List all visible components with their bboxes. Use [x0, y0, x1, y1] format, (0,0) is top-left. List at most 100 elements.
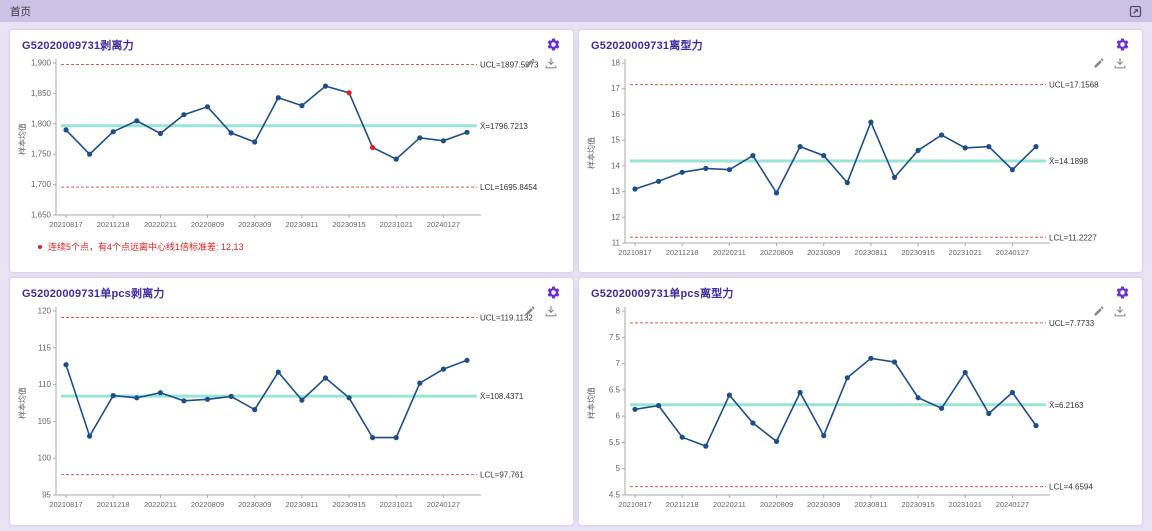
- download-icon[interactable]: [545, 57, 557, 69]
- data-point: [679, 169, 685, 175]
- data-point: [157, 130, 163, 137]
- tab-home[interactable]: 首页: [10, 5, 31, 18]
- panel-title: G52020009731单pcs离型力: [591, 287, 734, 300]
- y-tick-label: 8: [616, 307, 621, 316]
- data-point: [440, 366, 446, 372]
- out-of-control-point: [370, 144, 376, 151]
- data-point: [726, 167, 732, 173]
- y-axis-title: 样本均值: [17, 123, 27, 155]
- data-point: [417, 135, 423, 141]
- x-tick-label: 20230915: [901, 500, 934, 509]
- data-point: [632, 406, 638, 412]
- y-tick-label: 1,750: [31, 150, 52, 159]
- y-tick-label: 15: [611, 136, 620, 145]
- download-icon[interactable]: [545, 305, 557, 317]
- y-tick-label: 95: [42, 491, 51, 500]
- x-tick-label: 20211218: [97, 500, 130, 509]
- y-tick-label: 7: [616, 359, 621, 368]
- data-point: [228, 393, 234, 399]
- x-tick-label: 20210817: [618, 500, 651, 509]
- gear-icon[interactable]: [1115, 285, 1130, 300]
- control-chart-peel-force: 1,650 1,700 1,750 1,800 1,850 1,900 样本均值 202108…: [17, 59, 539, 230]
- y-tick-label: 1,650: [31, 211, 52, 220]
- y-tick-label: 100: [38, 454, 52, 463]
- pencil-icon[interactable]: [1093, 57, 1105, 69]
- panel-peel-force: G52020009731剥离力 1,650 1,700 1,750 1,800 1,85…: [10, 30, 573, 272]
- data-point: [821, 433, 827, 439]
- pencil-icon[interactable]: [1093, 305, 1105, 317]
- data-point: [915, 147, 921, 153]
- data-point: [322, 375, 329, 381]
- x-tick-label: 20211218: [666, 500, 699, 509]
- data-point: [939, 405, 945, 411]
- x-tick-label: 20220211: [144, 500, 177, 509]
- data-point: [204, 396, 211, 402]
- x-tick-label: 20230811: [854, 248, 887, 257]
- ucl-line-label: UCL=1897.5973: [480, 60, 539, 69]
- ucl-line-label: UCL=119.1132: [480, 314, 533, 323]
- data-point: [821, 153, 827, 159]
- data-point: [773, 190, 780, 196]
- data-point: [87, 433, 93, 439]
- ucl-line-label: UCL=17.1568: [1049, 81, 1099, 90]
- data-point: [844, 180, 850, 186]
- control-chart-pcs-release-force: 4.5 5 5.5 6 6.5 7 7.5 8 样本均值 20210817 20211218 2022…: [586, 307, 1095, 510]
- ucl-line-label: UCL=7.7733: [1049, 319, 1095, 328]
- pencil-icon[interactable]: [524, 57, 536, 69]
- data-point: [868, 355, 874, 361]
- x-tick-label: 20230915: [901, 248, 934, 257]
- data-point: [703, 443, 709, 449]
- data-point: [393, 435, 399, 441]
- expand-icon[interactable]: [1129, 5, 1142, 18]
- y-tick-label: 12: [611, 213, 620, 222]
- x-tick-label: 20230309: [238, 500, 271, 509]
- y-tick-label: 5.5: [609, 438, 621, 447]
- data-point: [750, 153, 756, 159]
- chart-toolbar: [524, 305, 557, 317]
- x-tick-label: 20230811: [285, 220, 318, 229]
- x-tick-label: 20220211: [713, 500, 746, 509]
- gear-icon[interactable]: [1115, 37, 1130, 52]
- gear-icon[interactable]: [546, 37, 561, 52]
- data-point: [417, 380, 423, 386]
- panel-pcs-peel-force: G52020009731单pcs剥离力 95 100 105 110 115 120 样本均…: [10, 278, 573, 525]
- panel-pcs-release-force: G52020009731单pcs离型力 4.5 5 5.5 6 6.5 7 7.5 8 样本均值…: [579, 278, 1142, 525]
- data-point: [939, 132, 945, 138]
- data-point: [868, 119, 874, 125]
- data-point: [252, 139, 258, 145]
- lcl-line-label: LCL=11.2227: [1049, 233, 1097, 242]
- x-tick-label: 20230915: [332, 220, 365, 229]
- data-point: [275, 95, 281, 101]
- y-axis-title: 样本均值: [17, 387, 27, 419]
- x-tick-label: 20230309: [807, 500, 840, 509]
- gear-icon[interactable]: [546, 285, 561, 300]
- alert-bullet-icon: [38, 244, 42, 249]
- x-tick-label: 20240127: [427, 220, 460, 229]
- data-point: [464, 129, 470, 135]
- y-tick-label: 1,850: [31, 89, 52, 98]
- y-tick-label: 16: [611, 110, 620, 119]
- center-line-label: X̄=108.4371: [480, 392, 524, 401]
- alert-text: 连续5个点，有4个点远离中心线1倍标准差: 12,13: [48, 242, 244, 252]
- x-tick-label: 20240127: [996, 248, 1029, 257]
- x-tick-label: 20220809: [191, 220, 224, 229]
- data-point: [63, 127, 69, 133]
- x-tick-label: 20220809: [191, 500, 224, 509]
- data-point: [181, 112, 187, 118]
- pencil-icon[interactable]: [524, 305, 536, 317]
- data-point: [679, 434, 685, 440]
- rule-violation-alert: 连续5个点，有4个点远离中心线1倍标准差: 12,13: [10, 237, 573, 253]
- control-chart-release-force: 11 12 13 14 15 16 17 18 样本均值 20210817 20211218 2022…: [586, 59, 1099, 258]
- x-tick-label: 20211218: [97, 220, 130, 229]
- x-tick-label: 20230309: [238, 220, 271, 229]
- y-tick-label: 17: [611, 84, 620, 93]
- x-tick-label: 20210817: [49, 220, 82, 229]
- download-icon[interactable]: [1114, 305, 1126, 317]
- y-axis-title: 样本均值: [586, 137, 596, 169]
- download-icon[interactable]: [1114, 57, 1126, 69]
- data-point: [656, 178, 662, 184]
- y-tick-label: 1,900: [31, 59, 52, 68]
- x-tick-label: 20211218: [666, 248, 699, 257]
- x-tick-label: 20210817: [618, 248, 651, 257]
- topbar: 首页: [0, 0, 1152, 22]
